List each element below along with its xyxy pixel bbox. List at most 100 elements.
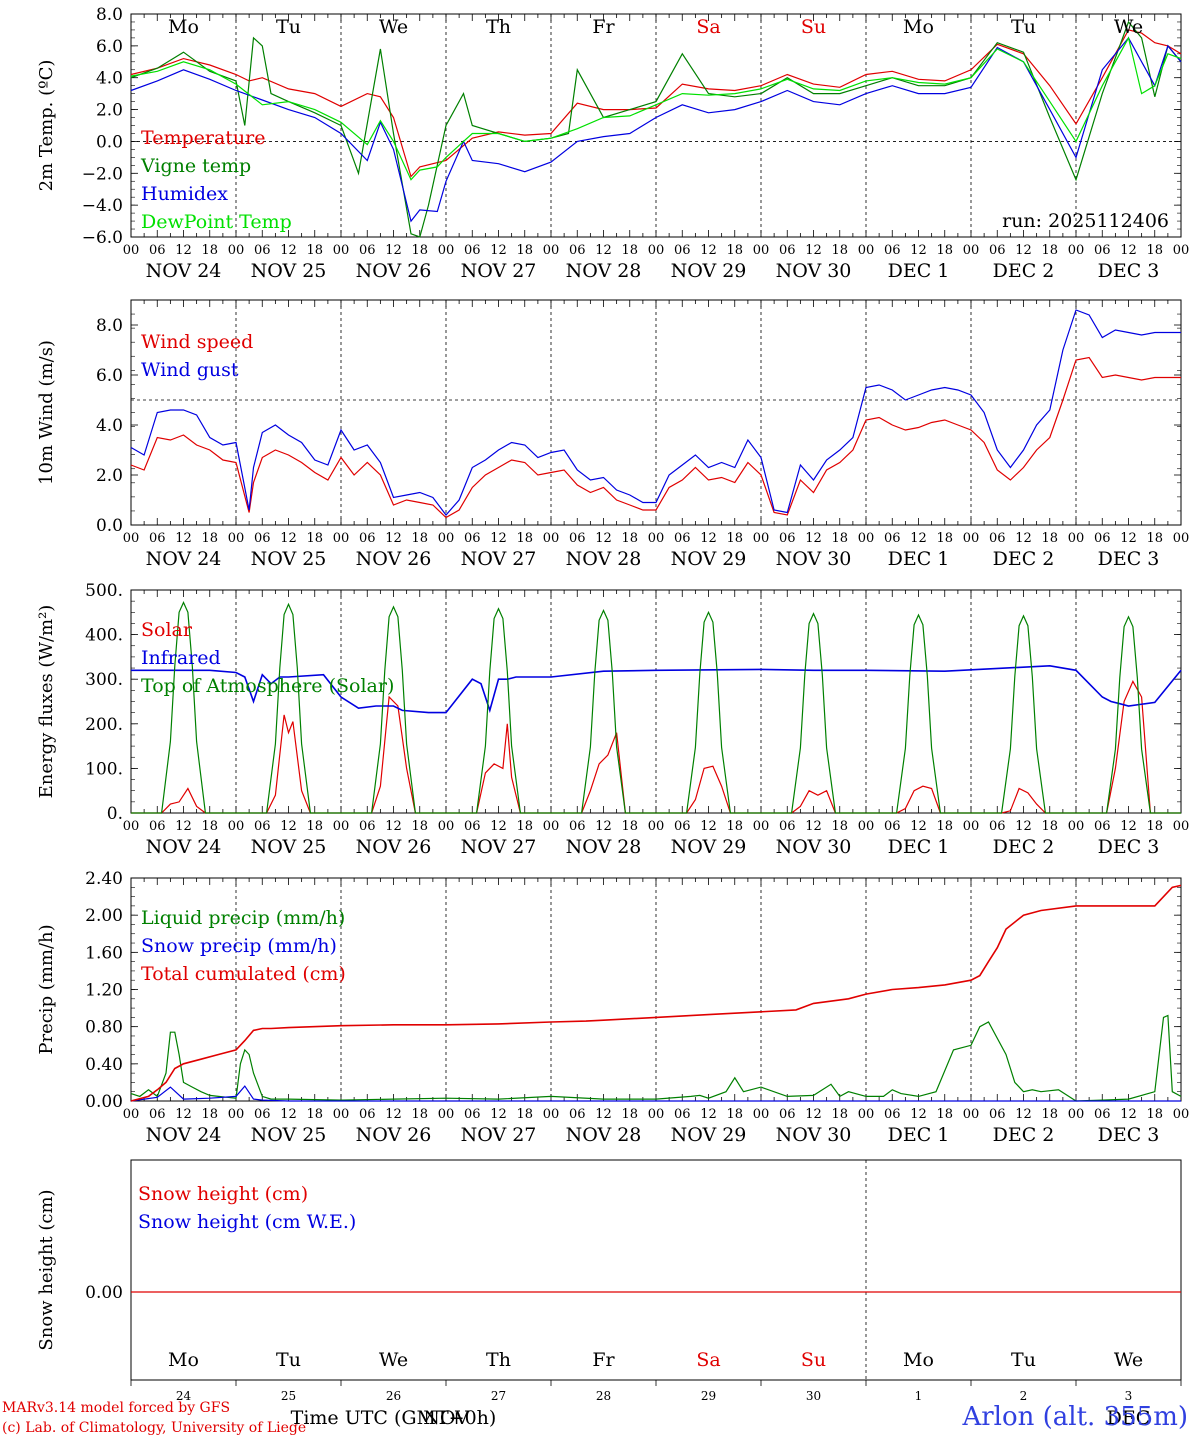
- hour-tick-label: 12: [595, 819, 612, 834]
- date-label: NOV 26: [356, 548, 432, 570]
- hour-tick-label: 18: [411, 243, 428, 258]
- date-label: NOV 25: [251, 836, 327, 858]
- hour-tick-label: 12: [1015, 531, 1032, 546]
- hour-tick-label: 06: [1094, 531, 1111, 546]
- hour-tick-label: 00: [963, 243, 980, 258]
- legend-entry: Snow height (cm W.E.): [138, 1211, 356, 1233]
- weekday-label: Sa: [696, 1349, 720, 1371]
- hour-tick-label: 06: [464, 243, 481, 258]
- weekday-label: Mo: [903, 16, 934, 38]
- weekday-label: We: [1114, 1349, 1143, 1371]
- hour-tick-label: 06: [989, 1107, 1006, 1122]
- date-label: NOV 25: [251, 1124, 327, 1146]
- hour-tick-label: 06: [674, 243, 691, 258]
- date-label: DEC 3: [1098, 548, 1160, 570]
- hour-tick-label: 18: [936, 243, 953, 258]
- hour-tick-label: 12: [385, 1107, 402, 1122]
- hour-tick-label: 12: [1120, 531, 1137, 546]
- hour-tick-label: 18: [621, 243, 638, 258]
- hour-tick-label: 06: [779, 1107, 796, 1122]
- weekday-label: Su: [801, 16, 826, 38]
- hour-tick-label: 12: [910, 819, 927, 834]
- hour-tick-label: 18: [831, 819, 848, 834]
- hour-tick-label: 12: [385, 243, 402, 258]
- y-tick-label: 1.60: [85, 943, 123, 963]
- hour-tick-label: 18: [621, 819, 638, 834]
- y-tick-label: 2.40: [85, 869, 123, 889]
- series-line: [130, 884, 1182, 1102]
- hour-tick-label: 18: [1146, 819, 1163, 834]
- hour-tick-label: 18: [516, 819, 533, 834]
- date-label: NOV 29: [671, 836, 747, 858]
- model-credit: MARv3.14 model forced by GFS: [2, 1400, 231, 1416]
- hour-tick-label: 00: [963, 819, 980, 834]
- day-number-label: 1: [915, 1389, 923, 1403]
- hour-tick-label: 18: [201, 243, 218, 258]
- hour-tick-label: 18: [516, 531, 533, 546]
- hour-tick-label: 00: [963, 1107, 980, 1122]
- weekday-label: We: [1114, 16, 1143, 38]
- y-tick-label: 6.0: [96, 37, 123, 57]
- hour-tick-label: 12: [385, 819, 402, 834]
- hour-tick-label: 18: [1041, 1107, 1058, 1122]
- date-label: DEC 3: [1098, 260, 1160, 282]
- legend-entry: Top of Atmosphere (Solar): [141, 675, 394, 697]
- hour-tick-label: 00: [123, 531, 140, 546]
- hour-tick-label: 00: [438, 531, 455, 546]
- hour-tick-label: 06: [989, 243, 1006, 258]
- legend-entry: Wind speed: [141, 331, 253, 353]
- series-line: [131, 680, 1181, 814]
- hour-tick-label: 00: [123, 1107, 140, 1122]
- hour-tick-label: 00: [543, 243, 560, 258]
- hour-tick-label: 00: [228, 819, 245, 834]
- hour-tick-label: 06: [569, 819, 586, 834]
- date-label: NOV 26: [356, 836, 432, 858]
- legend-entry: Temperature: [141, 127, 265, 149]
- hour-tick-label: 12: [490, 531, 507, 546]
- series-line: [130, 1014, 1182, 1102]
- hour-tick-label: 12: [175, 1107, 192, 1122]
- date-label: NOV 30: [776, 260, 852, 282]
- hour-tick-label: 00: [858, 1107, 875, 1122]
- day-number-label: 25: [281, 1389, 296, 1403]
- hour-tick-label: 18: [936, 531, 953, 546]
- date-label: NOV 25: [251, 548, 327, 570]
- hour-tick-label: 12: [175, 819, 192, 834]
- lab-credit: (c) Lab. of Climatology, University of L…: [2, 1420, 307, 1436]
- hour-tick-label: 00: [333, 243, 350, 258]
- date-label: NOV 24: [146, 260, 222, 282]
- legend-entry: Total cumulated (cm): [141, 963, 346, 985]
- legend-entry: Infrared: [141, 647, 221, 669]
- hour-tick-label: 06: [989, 531, 1006, 546]
- date-label: NOV 25: [251, 260, 327, 282]
- hour-tick-label: 06: [884, 1107, 901, 1122]
- hour-tick-label: 00: [123, 243, 140, 258]
- hour-tick-label: 12: [805, 531, 822, 546]
- y-tick-label: 0.00: [85, 1092, 123, 1112]
- legend-entry: Solar: [141, 619, 193, 641]
- date-label: NOV 29: [671, 548, 747, 570]
- site-label: Arlon (alt. 355m): [962, 1402, 1188, 1432]
- hour-tick-label: 06: [149, 531, 166, 546]
- hour-tick-label: 06: [149, 819, 166, 834]
- hour-tick-label: 18: [726, 1107, 743, 1122]
- hour-tick-label: 00: [963, 531, 980, 546]
- hour-tick-label: 12: [805, 1107, 822, 1122]
- day-number-label: 30: [806, 1389, 821, 1403]
- weekday-label: Mo: [168, 16, 199, 38]
- series-line: [130, 36, 1182, 181]
- legend-entry: DewPoint Temp: [141, 211, 292, 233]
- hour-tick-label: 12: [1015, 1107, 1032, 1122]
- hour-tick-label: 12: [1120, 243, 1137, 258]
- date-label: DEC 2: [993, 1124, 1055, 1146]
- hour-tick-label: 12: [595, 243, 612, 258]
- hour-tick-label: 06: [884, 243, 901, 258]
- hour-tick-label: 00: [438, 1107, 455, 1122]
- weekday-label: Th: [486, 16, 511, 38]
- hour-tick-label: 18: [1146, 1107, 1163, 1122]
- y-tick-label: 4.0: [96, 416, 123, 436]
- hour-tick-label: 12: [910, 243, 927, 258]
- date-label: DEC 2: [993, 836, 1055, 858]
- weekday-label: Th: [486, 1349, 511, 1371]
- date-label: DEC 2: [993, 548, 1055, 570]
